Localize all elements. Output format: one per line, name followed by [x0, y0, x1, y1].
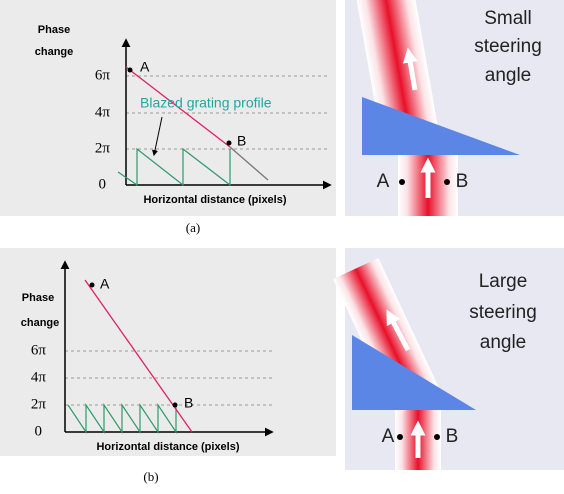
x-axis-title: Horizontal distance (pixels) [143, 194, 286, 206]
point-marker [227, 141, 232, 146]
y-axis-title: change [21, 317, 60, 329]
y-axis-title: Phase [38, 24, 70, 36]
beam-text: angle [480, 332, 527, 353]
caption: (b) [143, 469, 158, 484]
beam-text: steering [469, 302, 537, 323]
y-tick-label: 6π [31, 342, 47, 358]
point-label: A [100, 276, 110, 292]
annotation: Blazed grating profile [140, 95, 272, 111]
point-label: B [184, 395, 193, 411]
y-tick-label: 0 [35, 423, 43, 439]
point-marker [444, 179, 450, 185]
beam-b: A B Large steering angle [333, 248, 564, 470]
plot-b: A B Phase change 0 2π 4π 6π Horizontal d… [0, 248, 336, 456]
x-axis-title: Horizontal distance (pixels) [96, 441, 239, 453]
y-tick-label: 0 [99, 176, 107, 192]
beam-text: Small [484, 8, 532, 29]
y-axis-title: change [35, 46, 74, 58]
beam-a: A B Small steering angle [345, 0, 564, 216]
point-label: A [382, 426, 395, 447]
y-tick-label: 4π [31, 369, 47, 385]
y-tick-label: 2π [95, 140, 111, 156]
plot-a: A B Blazed grating profile Phase change … [0, 0, 336, 216]
plot-background [0, 248, 336, 456]
figure: A B Blazed grating profile Phase change … [0, 0, 564, 489]
point-marker [128, 68, 133, 73]
y-tick-label: 6π [95, 67, 111, 83]
point-marker [397, 434, 403, 440]
beam-text: steering [474, 36, 542, 57]
beam-text: Large [479, 271, 528, 292]
beam-text: angle [485, 65, 532, 86]
y-tick-label: 2π [31, 396, 47, 412]
point-label: B [456, 171, 469, 192]
y-axis-title: Phase [22, 292, 54, 304]
point-marker [90, 283, 95, 288]
point-marker [399, 179, 405, 185]
caption: (a) [186, 220, 200, 235]
point-label: A [377, 171, 390, 192]
point-marker [173, 403, 178, 408]
point-marker [434, 434, 440, 440]
y-tick-label: 4π [95, 104, 111, 120]
point-label: B [446, 426, 459, 447]
point-label: B [237, 133, 246, 149]
point-label: A [140, 59, 150, 75]
